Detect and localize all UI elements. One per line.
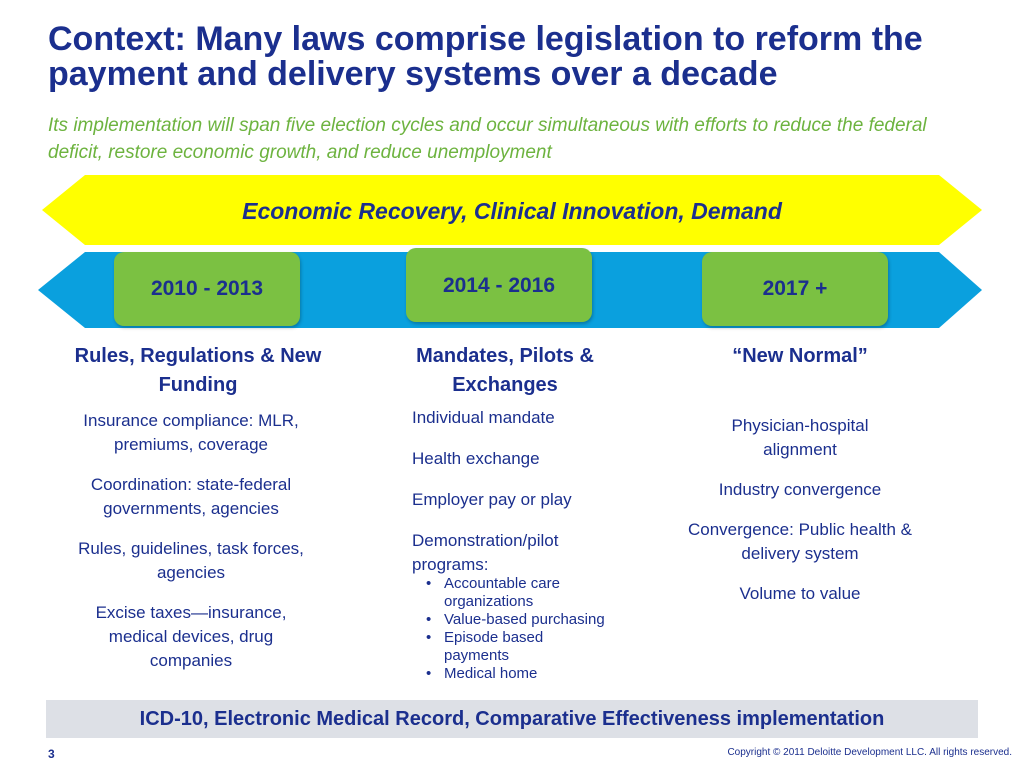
page-number: 3 (48, 747, 55, 761)
sub-list-item: Medical home (426, 665, 648, 683)
column-heading-rules: Rules, Regulations & New Funding (74, 345, 322, 396)
list-item: Insurance compliance: MLR, premiums, cov… (83, 411, 299, 454)
bottom-bar: ICD-10, Electronic Medical Record, Compa… (46, 700, 978, 738)
slide-title: Context: Many laws comprise legislation … (48, 20, 923, 93)
period-box-2017-plus: 2017 + (702, 252, 888, 326)
list-item: Physician-hospital alignment (731, 416, 869, 459)
list-item: Excise taxes—insurance, medical devices,… (95, 603, 287, 670)
list-item: Employer pay or play (412, 490, 572, 509)
pilot-programs-list: Accountable care organizations Value-bas… (412, 575, 648, 683)
list-item: Volume to value (739, 584, 861, 603)
list-item: Individual mandate (412, 408, 555, 427)
list-item: Health exchange (412, 449, 540, 468)
list-item: Rules, guidelines, task forces, agencies (78, 539, 304, 582)
copyright-notice: Copyright © 2011 Deloitte Development LL… (727, 747, 1012, 758)
list-item: Industry convergence (718, 480, 882, 499)
sub-list-item: Accountable care organizations (426, 575, 594, 611)
list-item: Coordination: state-federal governments,… (90, 475, 292, 518)
column-list-new-normal: Physician-hospital alignment Industry co… (676, 414, 924, 622)
sub-list-item: Episode based payments (426, 629, 574, 665)
sub-list-item: Value-based purchasing (426, 611, 648, 629)
top-band-label: Economic Recovery, Clinical Innovation, … (242, 198, 782, 224)
list-item: Convergence: Public health & delivery sy… (688, 520, 912, 563)
column-heading-mandates: Mandates, Pilots & Exchanges (416, 345, 594, 396)
column-list-mandates: Individual mandate Health exchange Emplo… (412, 406, 648, 683)
period-box-2010-2013: 2010 - 2013 (114, 252, 300, 326)
top-band-arrow (42, 175, 982, 245)
list-item: Demonstration/pilot programs: (412, 531, 559, 574)
column-heading-new-normal: “New Normal” (732, 345, 868, 367)
column-list-rules: Insurance compliance: MLR, premiums, cov… (68, 409, 314, 689)
period-box-2014-2016: 2014 - 2016 (406, 248, 592, 322)
slide-subtitle: Its implementation will span five electi… (48, 115, 927, 163)
